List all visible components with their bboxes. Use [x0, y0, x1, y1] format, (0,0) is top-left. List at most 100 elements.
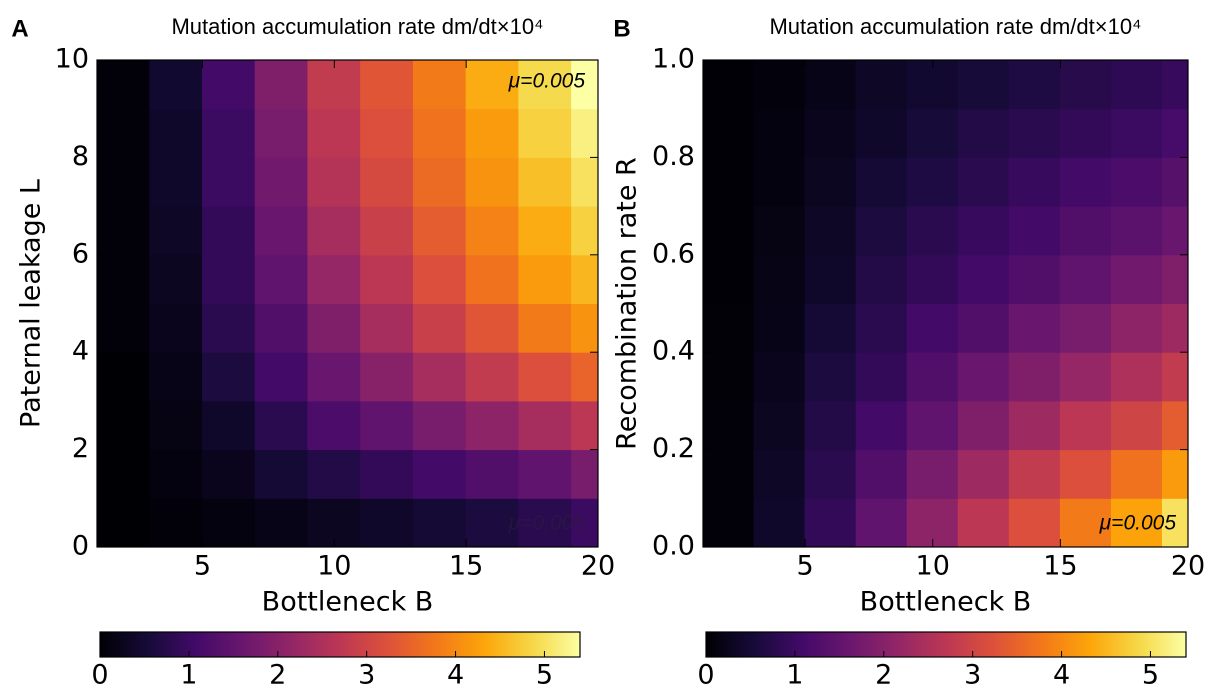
heatmap-cell	[412, 205, 467, 256]
heatmap-cell	[518, 303, 573, 353]
heatmap-cell	[703, 254, 755, 304]
heatmap-cell	[957, 400, 1010, 451]
heatmap-cell	[1161, 156, 1188, 207]
heatmap-cell	[571, 449, 598, 499]
heatmap-cell	[703, 60, 755, 110]
heatmap-cell	[518, 351, 573, 402]
heatmap-cell	[571, 400, 598, 451]
heatmap-cell	[1161, 449, 1188, 499]
heatmap-cell	[149, 400, 203, 451]
colorbar	[99, 631, 581, 658]
heatmap-cell	[906, 60, 959, 110]
heatmap-cell	[465, 449, 520, 499]
heatmap-cell	[571, 351, 598, 402]
heatmap-cell	[957, 449, 1010, 499]
heatmap-cell	[254, 497, 309, 547]
heatmap-cell	[254, 254, 309, 304]
heatmap-cell	[753, 351, 806, 402]
heatmap-cell	[254, 351, 309, 402]
heatmap-cell	[1008, 205, 1061, 256]
heatmap-cell	[1059, 400, 1112, 451]
heatmap-cell	[97, 108, 151, 158]
colorbar-tick-label: 2	[269, 660, 286, 691]
heatmap-cell	[703, 108, 755, 158]
heatmap-cell	[201, 400, 256, 451]
heatmap-cell	[412, 254, 467, 304]
panel-label: B	[613, 15, 630, 42]
heatmap-cell	[957, 60, 1010, 110]
heatmap-cell	[1110, 449, 1163, 499]
heatmap-cell	[149, 497, 203, 547]
heatmap-cell	[149, 205, 203, 256]
heatmap-cell	[465, 205, 520, 256]
annotation: μ=0.005	[508, 512, 586, 535]
x-tick-label: 15	[1043, 551, 1077, 582]
heatmap-cell	[804, 497, 857, 547]
heatmap-cell	[957, 108, 1010, 158]
colorbar	[705, 631, 1187, 658]
x-tick-label: 5	[194, 551, 211, 582]
heatmap-cell	[804, 205, 857, 256]
heatmap-cell	[906, 303, 959, 353]
heatmap-cell	[307, 351, 362, 402]
heatmap-cell	[254, 205, 309, 256]
heatmap-cell	[518, 108, 573, 158]
heatmap-cell	[97, 156, 151, 207]
plot-frame	[96, 59, 599, 548]
heatmap-cell	[1059, 351, 1112, 402]
heatmap-cell	[703, 303, 755, 353]
heatmap-cell	[518, 60, 573, 110]
heatmap-cell	[201, 449, 256, 499]
x-axis-label: Bottleneck B	[860, 587, 1032, 618]
heatmap-cell	[906, 351, 959, 402]
heatmap-cell	[906, 156, 959, 207]
colorbar-tick-label: 3	[964, 660, 981, 691]
colorbar-tick-label: 5	[536, 660, 553, 691]
heatmap-cell	[804, 60, 857, 110]
heatmap-cell	[307, 303, 362, 353]
heatmap-cell	[1008, 60, 1061, 110]
heatmap-cell	[957, 205, 1010, 256]
heatmap-cell	[412, 400, 467, 451]
heatmap-cell	[201, 156, 256, 207]
y-tick-label: 0.6	[652, 238, 695, 269]
heatmap-cell	[360, 303, 414, 353]
heatmap-cell	[1161, 108, 1188, 158]
colorbar-tick-label: 1	[180, 660, 197, 691]
heatmap-cell	[149, 303, 203, 353]
heatmap-cell	[1059, 108, 1112, 158]
heatmap-cell	[201, 351, 256, 402]
heatmap-cell	[703, 400, 755, 451]
heatmap-cell	[465, 497, 520, 547]
y-tick-label: 0.0	[652, 531, 695, 562]
heatmap-cell	[753, 254, 806, 304]
heatmap-cell	[360, 205, 414, 256]
y-tick-label: 0	[72, 531, 89, 562]
heatmap-cell	[906, 400, 959, 451]
heatmap-cell	[254, 449, 309, 499]
heatmap-cell	[97, 254, 151, 304]
heatmap-cell	[412, 351, 467, 402]
heatmap-cell	[855, 156, 908, 207]
heatmap-cell	[957, 497, 1010, 547]
heatmap-cell	[201, 303, 256, 353]
heatmap-cell	[571, 108, 598, 158]
heatmap-cell	[906, 497, 959, 547]
x-tick-label: 15	[449, 551, 483, 582]
heatmap-cell	[201, 60, 256, 110]
heatmap-cell	[1059, 497, 1112, 547]
y-tick-label: 4	[72, 336, 89, 367]
heatmap-cells	[97, 60, 598, 547]
heatmap-cell	[957, 351, 1010, 402]
heatmap-cell	[1161, 60, 1188, 110]
heatmap-cell	[149, 60, 203, 110]
heatmap-cell	[1008, 497, 1061, 547]
heatmap-cell	[855, 60, 908, 110]
heatmap-cell	[360, 108, 414, 158]
heatmap-cell	[855, 303, 908, 353]
heatmap-cell	[360, 156, 414, 207]
heatmap-cell	[753, 497, 806, 547]
heatmap-cell	[804, 303, 857, 353]
heatmap-cell	[855, 351, 908, 402]
x-tick-label: 20	[1171, 551, 1205, 582]
